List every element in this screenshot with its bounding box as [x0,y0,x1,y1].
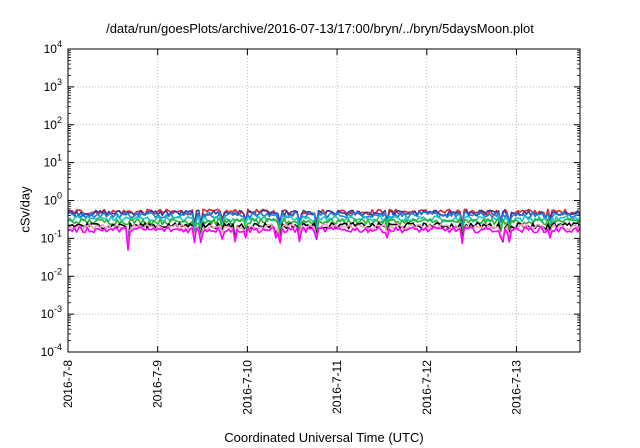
series-line [67,226,581,251]
y-tick-label: 102 [44,115,62,132]
x-tick-label: 2016-7-12 [420,360,434,415]
y-axis-label: cSv/day [17,186,33,233]
y-tick-label: 10-1 [41,228,62,245]
y-tick-label: 10-2 [41,266,62,283]
series-line [67,211,581,230]
y-tick-label: 10-3 [41,304,62,321]
x-tick-label: 2016-7-13 [509,360,523,415]
series-line [67,218,581,236]
y-tick-label: 104 [44,39,62,56]
x-tick-label: 2016-7-11 [330,360,344,414]
plot-frame [67,48,581,353]
x-axis-label: Coordinated Universal Time (UTC) [224,430,424,445]
y-tick-label: 100 [44,191,62,208]
x-tick-label: 2016-7-9 [151,360,165,408]
x-tick-label: 2016-7-10 [240,360,254,415]
y-tick-label: 101 [44,153,62,170]
x-tick-label: 2016-7-8 [61,360,75,408]
y-tick-label: 103 [44,77,62,94]
y-tick-label: 10-4 [41,342,62,359]
chart-title: /data/run/goesPlots/archive/2016-07-13/1… [106,21,534,36]
